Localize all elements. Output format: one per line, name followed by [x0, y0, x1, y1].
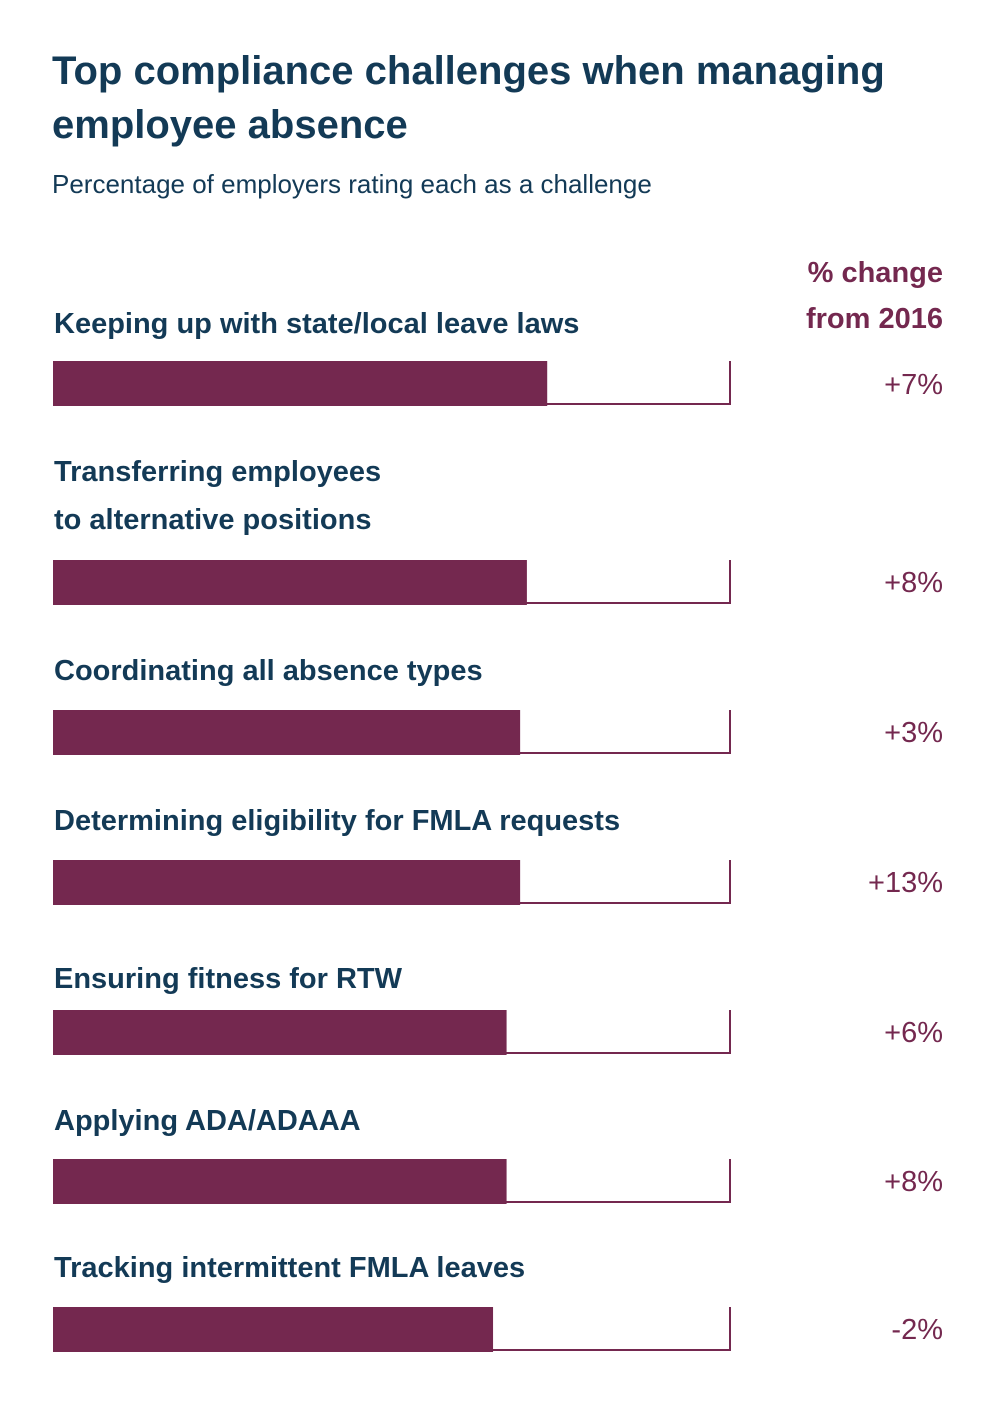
chart-subtitle: Percentage of employers rating each as a…	[52, 169, 652, 199]
bar-2	[53, 710, 521, 755]
change-column-header: % change from 2016	[805, 257, 943, 335]
change-value-6: -2%	[891, 1314, 943, 1346]
chart-title: Top compliance challenges when managing …	[52, 49, 885, 147]
bar-1	[53, 560, 527, 605]
bar-6	[53, 1307, 494, 1352]
category-label-1: Transferring employees to alternative po…	[54, 456, 382, 536]
change-value-4: +6%	[884, 1017, 943, 1049]
bar-3	[53, 860, 521, 905]
change-value-5: +8%	[884, 1166, 943, 1198]
category-label-3: Determining eligibility for FMLA request…	[54, 805, 621, 837]
bar-group-0	[53, 361, 731, 406]
bar-4	[53, 1010, 507, 1055]
bar-group-1	[53, 560, 731, 605]
change-value-0: +7%	[884, 369, 943, 401]
change-value-2: +3%	[884, 717, 943, 749]
category-label-2: Coordinating all absence types	[54, 655, 483, 687]
bar-group-3	[53, 860, 731, 905]
bar-0	[53, 361, 548, 406]
category-label-0: Keeping up with state/local leave laws	[54, 308, 580, 340]
category-label-4: Ensuring fitness for RTW	[54, 963, 402, 995]
bar-5	[53, 1159, 507, 1204]
bar-group-6	[53, 1307, 731, 1352]
category-label-6: Tracking intermittent FMLA leaves	[54, 1252, 526, 1284]
change-value-3: +13%	[868, 867, 943, 899]
change-value-1: +8%	[884, 567, 943, 599]
bar-group-5	[53, 1159, 731, 1204]
bar-group-2	[53, 710, 731, 755]
bar-group-4	[53, 1010, 731, 1055]
category-label-5: Applying ADA/ADAAA	[54, 1105, 361, 1137]
